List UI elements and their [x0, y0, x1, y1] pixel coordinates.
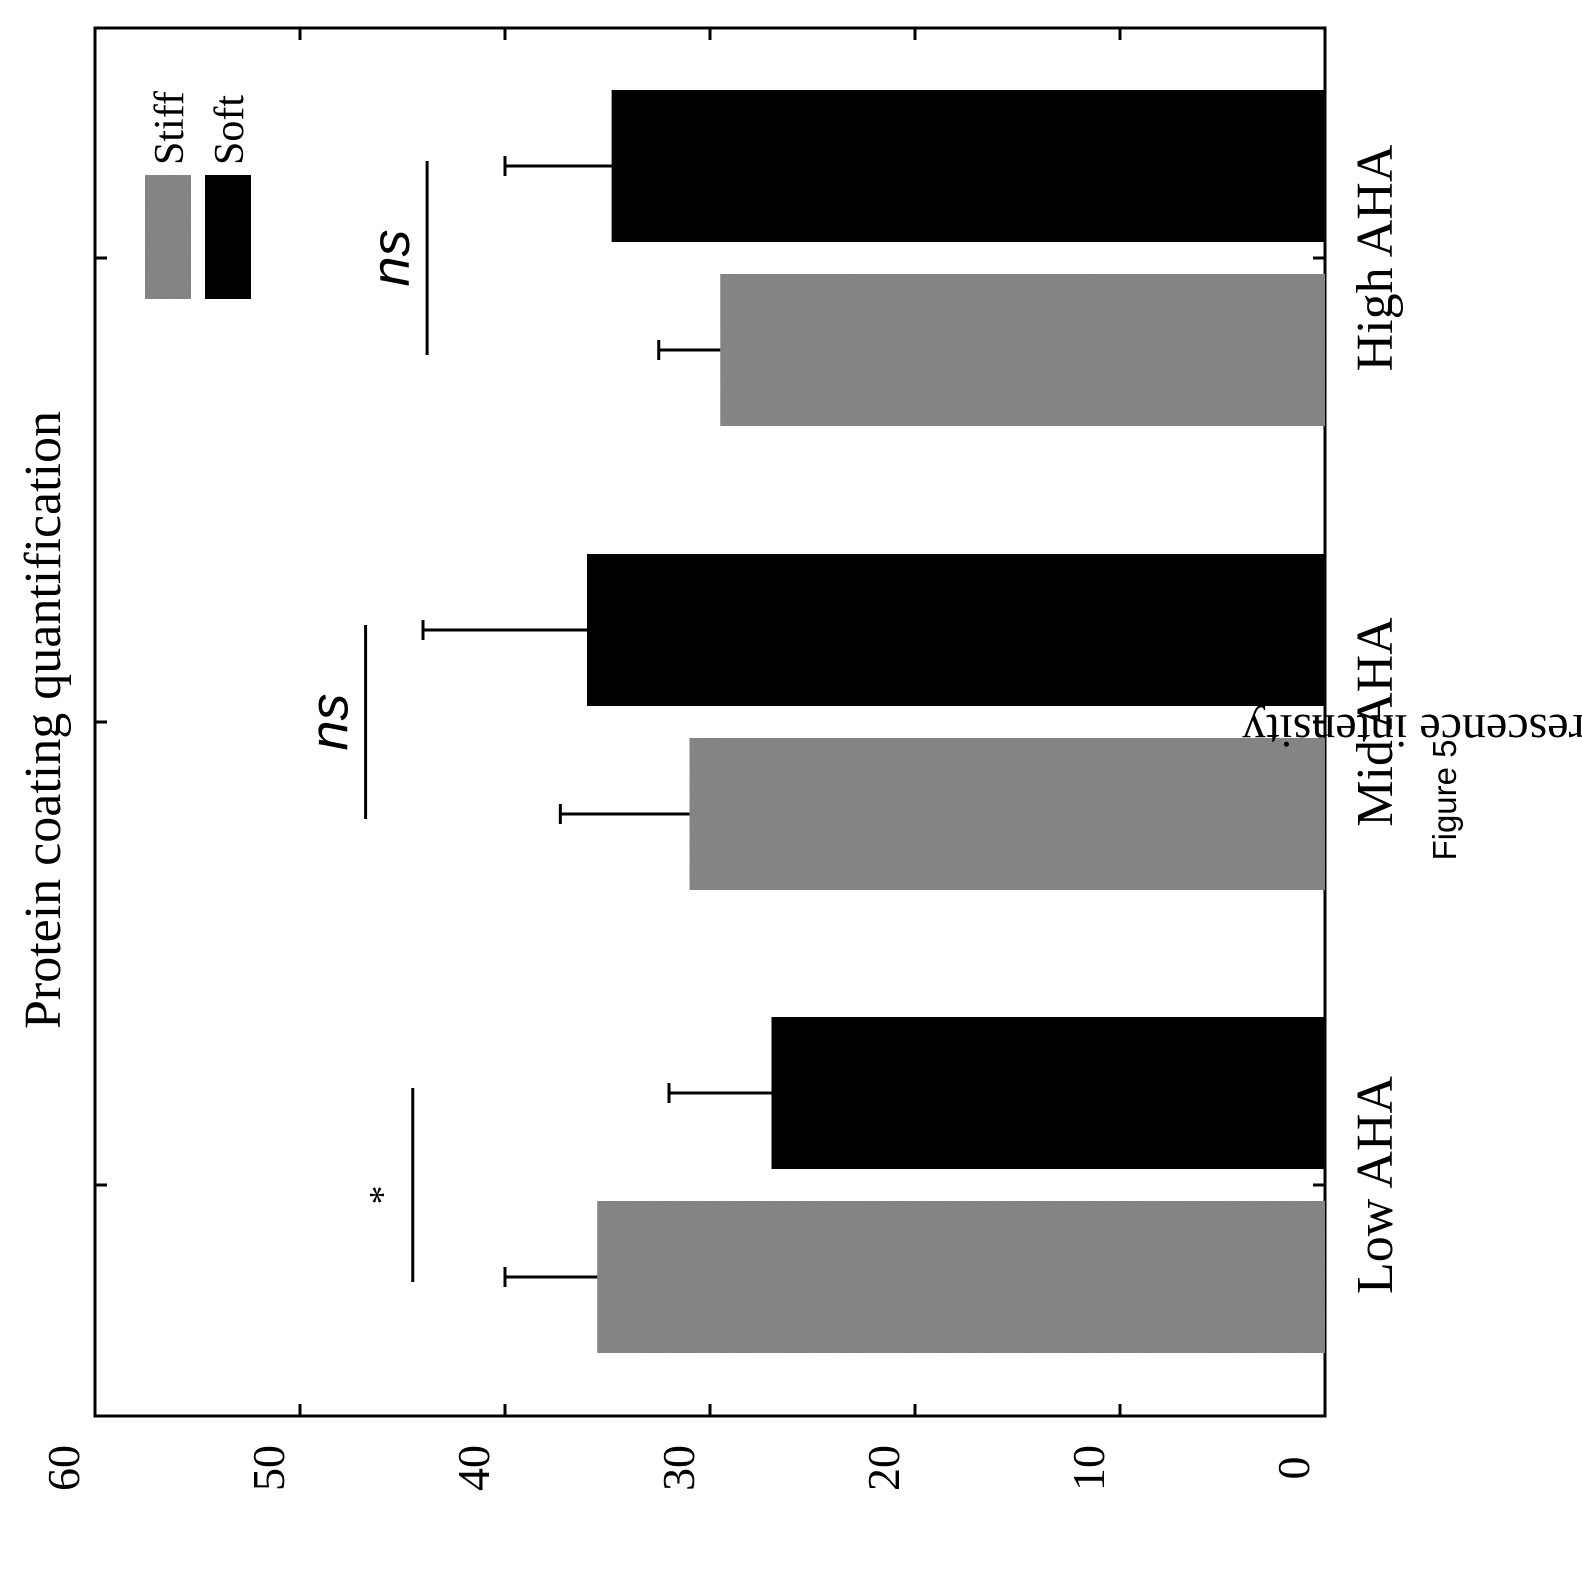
significance-annotations: * ns ns	[300, 161, 429, 1282]
value-axis-ticks: 0 10 20 30 40 50 60	[38, 28, 1319, 1491]
bars-group	[587, 90, 1325, 1353]
bar-stiff	[689, 738, 1325, 890]
value-tick-label: 20	[858, 1445, 909, 1491]
bar-soft	[771, 1017, 1325, 1169]
bar-soft	[611, 90, 1325, 242]
value-tick-label: 60	[38, 1445, 89, 1491]
value-tick-label: 0	[1268, 1457, 1319, 1480]
legend-label-stiff: Stiff	[147, 91, 193, 165]
significance-label: ns	[361, 229, 421, 286]
bar-stiff	[720, 274, 1325, 426]
error-bars-group	[421, 156, 772, 1287]
significance-label: ns	[300, 693, 360, 750]
figure-caption: Figure 5	[1426, 739, 1463, 861]
significance-label: *	[362, 1186, 404, 1205]
category-label: High AHA	[1347, 144, 1404, 371]
value-axis-label: mean fluorescence intensity	[1242, 704, 1582, 757]
value-tick-label: 40	[448, 1445, 499, 1491]
category-axis-ticks: Low AHA Mid AHA High AHA	[95, 144, 1404, 1294]
category-label: Mid AHA	[1347, 617, 1404, 827]
value-tick-label: 50	[243, 1445, 294, 1491]
category-label: Low AHA	[1347, 1076, 1404, 1295]
bar-soft	[587, 554, 1325, 706]
bar-stiff	[597, 1201, 1325, 1353]
legend-label-soft: Soft	[207, 95, 253, 165]
legend: Stiff Soft	[145, 91, 253, 299]
chart-title: Protein coating quantification	[15, 411, 72, 1029]
value-tick-label: 30	[653, 1445, 704, 1491]
legend-swatch-stiff	[145, 175, 191, 299]
value-tick-label: 10	[1063, 1445, 1114, 1491]
legend-swatch-soft	[205, 175, 251, 299]
